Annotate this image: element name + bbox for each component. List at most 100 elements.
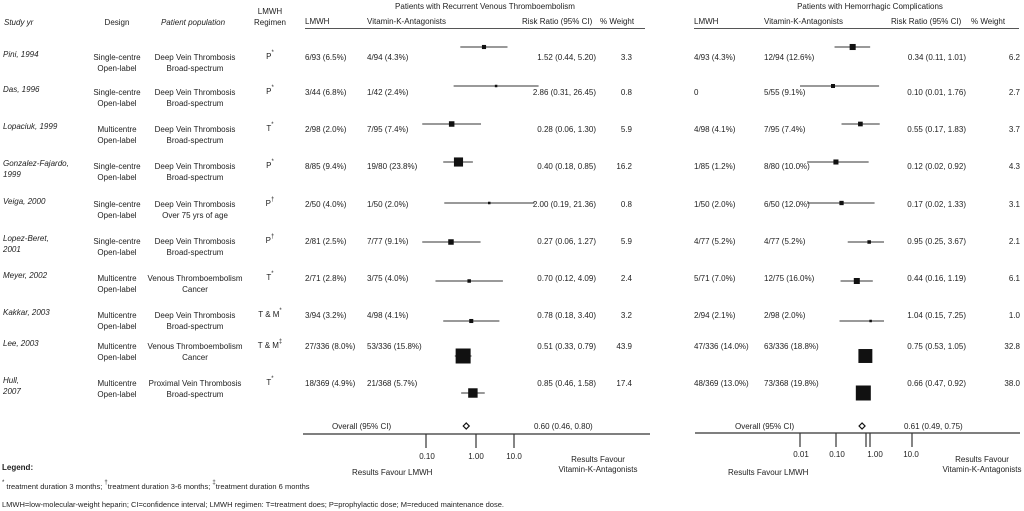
vte-weight: 0.8 <box>620 88 632 97</box>
study-design-type: Open-label <box>97 390 137 399</box>
overall-diamond <box>858 422 866 430</box>
patient-population: Deep Vein Thrombosis <box>154 200 236 209</box>
hem-lmwh-events: 4/77 (5.2%) <box>694 237 736 246</box>
regimen-code: P <box>266 87 272 96</box>
patient-population: Deep Vein Thrombosis <box>154 88 236 97</box>
study-design: Multicentre <box>97 342 137 351</box>
study-design: Single-centre <box>93 88 141 97</box>
vte-risk-ratio: 0.28 (0.06, 1.30) <box>537 125 596 134</box>
hem-weight: 1.0 <box>1008 311 1020 320</box>
study-design: Single-centre <box>93 237 141 246</box>
hem-weight: 2.1 <box>1008 237 1020 246</box>
regimen-code: P <box>265 236 271 245</box>
study-design-type: Open-label <box>97 285 137 294</box>
hem-vka-events: 63/336 (18.8%) <box>764 342 819 351</box>
patient-subgroup: Broad-spectrum <box>166 173 224 182</box>
study-name: Veiga, 2000 <box>3 197 46 206</box>
legend-footnotes: * treatment duration 3 months; †treatmen… <box>2 480 310 491</box>
point-estimate-3 <box>453 157 464 167</box>
vte-vka-events: 19/80 (23.8%) <box>367 162 418 171</box>
legend-text-3mo: treatment duration 3 months; <box>4 482 105 491</box>
point-estimate-3 <box>833 159 839 165</box>
hem-lmwh-events: 4/98 (4.1%) <box>694 125 736 134</box>
regimen-footnote-mark: * <box>271 159 274 165</box>
hem-risk-ratio: 0.17 (0.02, 1.33) <box>907 200 966 209</box>
hem-weight: 38.0 <box>1004 379 1020 388</box>
regimen-code: P <box>265 199 271 208</box>
vte-vka-events: 1/42 (2.4%) <box>367 88 409 97</box>
tick-label-vte-0: 0.10 <box>419 452 435 461</box>
col-header-lmwh: LMWH <box>305 17 330 26</box>
regimen-footnote-mark: * <box>271 122 274 128</box>
hem-weight: 3.1 <box>1008 200 1020 209</box>
vte-weight: 0.8 <box>620 200 632 209</box>
favour-vka-hem-2: Vitamin-K-Antagonists <box>942 465 1022 474</box>
vte-weight: 17.4 <box>616 379 632 388</box>
point-estimate-8 <box>455 348 471 364</box>
vte-lmwh-events: 18/369 (4.9%) <box>305 379 356 388</box>
overall-rr-hem: 0.61 (0.49, 0.75) <box>904 422 963 431</box>
regimen-footnote-mark: † <box>271 234 275 240</box>
regimen-footnote-mark: * <box>271 85 274 91</box>
overall-label-vte: Overall (95% CI) <box>332 422 392 431</box>
patient-population: Deep Vein Thrombosis <box>154 311 236 320</box>
legend-title: Legend: <box>2 463 34 472</box>
regimen-footnote-mark: * <box>279 308 282 314</box>
study-design: Single-centre <box>93 200 141 209</box>
patient-population: Proximal Vein Thrombosis <box>148 379 242 388</box>
vte-vka-events: 53/336 (15.8%) <box>367 342 422 351</box>
vte-vka-events: 1/50 (2.0%) <box>367 200 409 209</box>
point-estimate-6 <box>853 277 860 285</box>
vte-lmwh-events: 3/94 (3.2%) <box>305 311 347 320</box>
hem-risk-ratio: 0.44 (0.16, 1.19) <box>907 274 966 283</box>
vte-vka-events: 3/75 (4.0%) <box>367 274 409 283</box>
study-year: 2007 <box>3 387 21 396</box>
col-header-weight: % Weight <box>971 17 1006 26</box>
vte-risk-ratio: 0.78 (0.18, 3.40) <box>537 311 596 320</box>
regimen-code: T <box>266 124 272 133</box>
vte-weight: 2.4 <box>620 274 632 283</box>
regimen-footnote-mark: ‡ <box>278 339 283 345</box>
regimen-code: P <box>266 52 272 61</box>
col-header-regimen-2: Regimen <box>253 18 286 27</box>
vte-vka-events: 7/95 (7.4%) <box>367 125 409 134</box>
study-name: Lee, 2003 <box>3 339 39 348</box>
col-header-rr: Risk Ratio (95% CI) <box>891 17 962 26</box>
vte-vka-events: 4/98 (4.1%) <box>367 311 409 320</box>
hem-weight: 6.2 <box>1008 53 1020 62</box>
patient-population: Deep Vein Thrombosis <box>154 162 236 171</box>
point-estimate-5 <box>448 239 454 245</box>
hem-risk-ratio: 1.04 (0.15, 7.25) <box>907 311 966 320</box>
patient-subgroup: Broad-spectrum <box>166 136 224 145</box>
point-estimate-2 <box>448 121 455 127</box>
hem-risk-ratio: 0.66 (0.47, 0.92) <box>907 379 966 388</box>
vte-risk-ratio: 2.86 (0.31, 26.45) <box>532 88 596 97</box>
header-underline <box>694 28 1019 29</box>
hem-lmwh-events: 47/336 (14.0%) <box>694 342 749 351</box>
favour-vka-vte-2: Vitamin-K-Antagonists <box>558 465 638 474</box>
favour-lmwh-vte: Results Favour LMWH <box>352 468 433 477</box>
header-underline <box>305 28 645 29</box>
study-design: Multicentre <box>97 311 137 320</box>
legend-mark-dagger: † <box>104 480 108 486</box>
lmwh-regimen: P† <box>248 197 292 209</box>
vte-lmwh-events: 2/98 (2.0%) <box>305 125 347 134</box>
regimen-footnote-mark: * <box>271 271 274 277</box>
study-design-type: Open-label <box>97 353 137 362</box>
lmwh-regimen: P* <box>248 85 292 97</box>
study-design-type: Open-label <box>97 99 137 108</box>
lmwh-regimen: P* <box>248 159 292 171</box>
patient-subgroup: Cancer <box>182 285 208 294</box>
vte-lmwh-events: 2/81 (2.5%) <box>305 237 347 246</box>
legend-abbreviations: LMWH=low-molecular-weight heparin; CI=co… <box>2 500 504 509</box>
hem-vka-events: 12/75 (16.0%) <box>764 274 815 283</box>
tick-label-vte-1: 1.00 <box>468 452 484 461</box>
overall-rr-vte: 0.60 (0.46, 0.80) <box>534 422 593 431</box>
study-name: Meyer, 2002 <box>3 271 48 280</box>
point-estimate-4 <box>487 201 491 205</box>
study-design: Single-centre <box>93 53 141 62</box>
tick-label-hem-2: 1.00 <box>867 450 883 459</box>
overall-label-hem: Overall (95% CI) <box>735 422 795 431</box>
col-header-study: Study yr <box>4 18 34 27</box>
